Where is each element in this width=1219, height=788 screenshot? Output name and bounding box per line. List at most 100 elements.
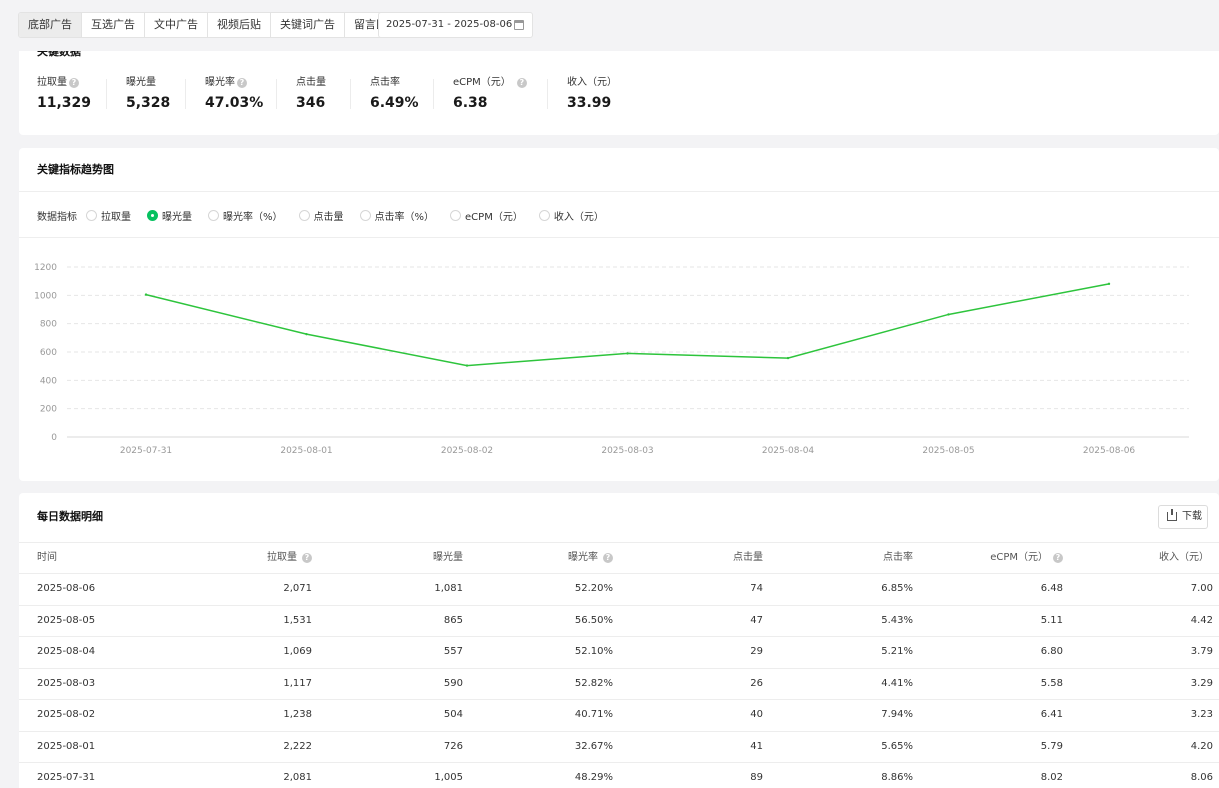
tab-ad-type[interactable]: 底部广告 xyxy=(19,13,82,37)
table-cell: 5.21% xyxy=(881,646,913,657)
metric-radio-option[interactable]: 点击量 xyxy=(298,208,344,223)
table-header-label: eCPM（元） xyxy=(990,552,1048,563)
table-cell: 8.06 xyxy=(1190,772,1213,783)
table-row: 2025-08-01 2,222 726 32.67% 41 5.65% 5.79 4.20 xyxy=(19,730,1219,762)
table-cell: 29 xyxy=(750,646,763,657)
table-cell: 48.29% xyxy=(574,772,613,783)
date-range-picker[interactable]: 2025-07-31 - 2025-08-06 xyxy=(378,12,533,38)
x-tick-label: 2025-08-04 xyxy=(762,446,815,456)
table-cell: 1,069 xyxy=(283,646,312,657)
date-range-text: 2025-07-31 - 2025-08-06 xyxy=(386,19,513,30)
radio-circle-icon[interactable] xyxy=(450,210,462,221)
tab-ad-type[interactable]: 视频后贴 xyxy=(208,13,271,37)
metric-value: 6.49% xyxy=(370,95,419,111)
metric-label: 点击率 xyxy=(370,76,419,90)
metric-radio-option[interactable]: eCPM（元） xyxy=(450,208,523,223)
metric-radio-option[interactable]: 曝光量 xyxy=(147,208,192,223)
radio-option-label: 点击率（%） xyxy=(374,212,435,223)
radio-option-label: 点击量 xyxy=(313,212,344,223)
help-icon[interactable]: ? xyxy=(1053,553,1063,563)
metric-label-text: 收入（元） xyxy=(567,77,617,88)
radio-option-label: 收入（元） xyxy=(553,212,604,223)
metric-label-text: 点击量 xyxy=(296,77,326,88)
table-cell: 2025-08-05 xyxy=(37,614,96,626)
table-cell: 557 xyxy=(443,646,463,657)
tab-ad-type[interactable]: 关键词广告 xyxy=(271,13,345,37)
table-header-label: 点击量 xyxy=(733,552,763,563)
metric-radio-option[interactable]: 拉取量 xyxy=(86,208,131,223)
metric-value: 6.38 xyxy=(453,95,488,111)
table-header-cell: eCPM（元）? xyxy=(990,543,1063,573)
table-header-label: 曝光量 xyxy=(433,552,463,563)
table-cell: 4.20 xyxy=(1190,740,1213,752)
table-cell: 5.43% xyxy=(881,614,913,626)
x-tick-label: 2025-08-03 xyxy=(601,446,653,456)
daily-detail-title: 每日数据明细 xyxy=(37,510,103,523)
radio-circle-icon[interactable] xyxy=(538,210,550,221)
radio-circle-icon[interactable] xyxy=(298,210,310,221)
table-header-label: 点击率 xyxy=(883,552,913,563)
radio-circle-icon[interactable] xyxy=(208,210,219,221)
filter-bar: 底部广告互选广告文中广告视频后贴关键词广告留言区广告 2025-07-31 - … xyxy=(0,0,1219,51)
table-cell: 726 xyxy=(443,740,463,752)
table-cell: 2025-08-04 xyxy=(37,646,96,657)
table-cell: 2,071 xyxy=(283,583,312,594)
table-cell: 5.11 xyxy=(1040,614,1063,626)
metric-radio-option[interactable]: 点击率（%） xyxy=(359,208,435,223)
help-icon[interactable]: ? xyxy=(603,553,613,563)
metric-selector-label: 数据指标 xyxy=(37,212,77,223)
table-cell: 590 xyxy=(443,677,463,689)
radio-circle-icon[interactable] xyxy=(86,210,97,221)
metric-label: 拉取量? xyxy=(37,76,91,90)
radio-circle-icon[interactable] xyxy=(359,210,371,221)
metric-radio-option[interactable]: 收入（元） xyxy=(538,208,604,223)
table-cell: 4.41% xyxy=(881,677,913,689)
table-cell: 41 xyxy=(750,740,763,752)
metric-label-text: eCPM（元） xyxy=(453,77,511,88)
table-cell: 5.58 xyxy=(1040,677,1063,689)
y-tick-label: 1000 xyxy=(34,291,57,301)
download-label: 下载 xyxy=(1182,511,1202,522)
table-cell: 32.67% xyxy=(574,740,613,752)
radio-circle-icon[interactable] xyxy=(147,210,158,221)
table-cell: 7.94% xyxy=(881,709,913,720)
calendar-icon xyxy=(514,20,524,30)
help-icon[interactable]: ? xyxy=(302,553,312,563)
metric-item: 点击率 6.49% xyxy=(370,76,419,111)
metric-value: 346 xyxy=(296,95,326,111)
metric-label: 曝光率? xyxy=(205,76,263,90)
metric-label: 点击量 xyxy=(296,76,326,90)
table-cell: 2025-07-31 xyxy=(37,772,96,783)
table-cell: 6.41 xyxy=(1040,709,1063,720)
daily-detail-card: 每日数据明细 下载 时间 拉取量? 曝光量 曝光率? 点击量 点击率 eCPM（元）? 收入（… xyxy=(19,493,1219,788)
tab-ad-type[interactable]: 互选广告 xyxy=(82,13,145,37)
metric-radio-option[interactable]: 曝光率（%） xyxy=(208,208,283,223)
table-cell: 52.10% xyxy=(574,646,613,657)
help-icon[interactable]: ? xyxy=(516,78,527,88)
radio-option-label: 曝光率（%） xyxy=(223,212,283,223)
metric-label: 收入（元） xyxy=(567,76,617,90)
download-button[interactable]: 下载 xyxy=(1158,505,1208,529)
table-cell: 4.42 xyxy=(1190,614,1213,626)
metric-divider xyxy=(433,79,434,109)
help-icon[interactable]: ? xyxy=(237,78,247,88)
y-tick-label: 1200 xyxy=(34,263,57,273)
tab-ad-type[interactable]: 文中广告 xyxy=(145,13,208,37)
table-cell: 40.71% xyxy=(574,709,613,720)
y-tick-label: 200 xyxy=(40,405,57,415)
table-cell: 52.82% xyxy=(574,677,613,689)
table-cell: 1,531 xyxy=(283,614,312,626)
table-cell: 2,222 xyxy=(283,740,312,752)
data-point xyxy=(947,313,950,316)
table-cell: 7.00 xyxy=(1190,583,1213,594)
divider xyxy=(19,191,1219,192)
help-icon[interactable]: ? xyxy=(69,78,79,88)
table-header-label: 收入（元） xyxy=(1159,552,1209,563)
metric-item: 曝光率? 47.03% xyxy=(205,76,263,111)
table-cell: 3.23 xyxy=(1190,709,1213,720)
radio-option-label: eCPM（元） xyxy=(465,212,523,223)
table-header-cell: 收入（元） xyxy=(1159,543,1209,573)
metric-item: eCPM（元）? 6.38 xyxy=(453,76,527,111)
table-cell: 89 xyxy=(750,772,763,783)
metric-divider xyxy=(185,79,186,109)
